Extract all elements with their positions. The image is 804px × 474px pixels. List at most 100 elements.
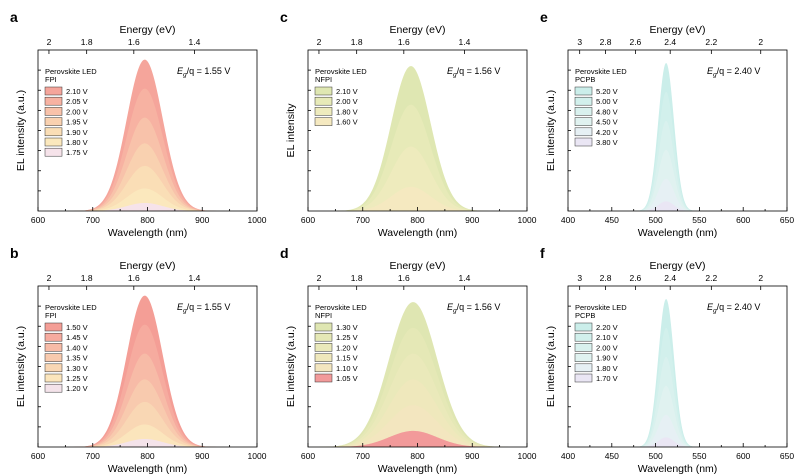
legend-swatch — [314, 373, 333, 383]
top-tick-label: 1.8 — [81, 273, 93, 283]
bandgap-value: /q = 1.56 V — [457, 66, 501, 76]
legend-label: 3.80 V — [596, 138, 618, 147]
legend-label: 1.50 V — [66, 323, 88, 332]
top-tick-label: 1.6 — [128, 37, 140, 47]
legend-label: 1.75 V — [66, 148, 88, 157]
legend-swatch — [574, 353, 593, 362]
top-axis-label: Energy (eV) — [389, 260, 445, 272]
legend-label: 1.80 V — [66, 138, 88, 147]
legend-swatch — [44, 86, 63, 96]
x-tick-label: 600 — [301, 215, 315, 225]
legend-label: 1.15 V — [336, 354, 358, 363]
x-tick-label: 800 — [140, 451, 154, 461]
x-tick-label: 900 — [195, 215, 209, 225]
top-tick-label: 2 — [758, 273, 763, 283]
legend-swatch — [314, 96, 333, 106]
legend-swatch — [44, 332, 63, 342]
legend-label: 1.95 V — [66, 118, 88, 127]
top-tick-label: 2.6 — [629, 273, 641, 283]
x-tick-label: 550 — [692, 451, 706, 461]
legend-swatch — [574, 332, 593, 342]
x-tick-label: 1000 — [248, 451, 267, 461]
legend-swatch — [44, 373, 63, 383]
legend-label: 2.00 V — [596, 343, 618, 352]
legend-label: 1.25 V — [66, 374, 88, 383]
panel-label: f — [540, 245, 545, 261]
top-tick-label: 2 — [758, 37, 763, 47]
legend-swatch — [314, 353, 333, 362]
x-tick-label: 900 — [465, 215, 479, 225]
series-area — [568, 178, 787, 211]
series-area — [308, 430, 527, 447]
legend-swatch — [574, 322, 593, 332]
x-axis-label: Wavelength (nm) — [108, 463, 188, 474]
legend-swatch — [314, 117, 333, 126]
x-axis-label: Wavelength (nm) — [638, 463, 718, 474]
x-tick-label: 600 — [31, 451, 45, 461]
y-axis-label: EL intensity (a.u.) — [545, 90, 557, 171]
bandgap-subscript: g — [453, 308, 457, 315]
top-tick-label: 3 — [577, 273, 582, 283]
x-tick-label: 600 — [736, 451, 750, 461]
series-area — [38, 165, 257, 211]
top-tick-label: 1.4 — [189, 273, 201, 283]
legend-label: 4.50 V — [596, 118, 618, 127]
legend-label: 1.30 V — [336, 323, 358, 332]
x-tick-label: 800 — [410, 215, 424, 225]
y-axis-label: EL intensity (a.u.) — [545, 326, 557, 407]
x-axis-label: Wavelength (nm) — [378, 227, 458, 239]
legend-swatch — [574, 127, 593, 137]
legend-subtitle: NFPI — [315, 75, 332, 84]
top-tick-label: 2 — [317, 273, 322, 283]
legend-label: 1.80 V — [336, 107, 358, 116]
legend-label: 4.20 V — [596, 128, 618, 137]
legend-swatch — [314, 332, 333, 342]
top-axis-label: Energy (eV) — [649, 24, 705, 36]
legend-swatch — [44, 353, 63, 362]
bandgap-value: /q = 1.56 V — [457, 302, 501, 312]
legend-label: 1.90 V — [66, 128, 88, 137]
legend-label: 1.25 V — [336, 333, 358, 342]
bandgap-annotation: Eg/q = 1.56 V — [447, 66, 500, 79]
x-tick-label: 800 — [410, 451, 424, 461]
bandgap-subscript: g — [453, 72, 457, 79]
bandgap-value: /q = 1.55 V — [187, 302, 231, 312]
bandgap-value: /q = 2.40 V — [717, 66, 761, 76]
legend-swatch — [314, 363, 333, 373]
legend-swatch — [574, 373, 593, 383]
bandgap-annotation: Eg/q = 1.56 V — [447, 302, 500, 315]
x-tick-label: 500 — [649, 451, 663, 461]
series-area — [568, 385, 787, 447]
x-tick-label: 700 — [356, 451, 370, 461]
legend-label: 2.10 V — [596, 333, 618, 342]
legend-label: 2.05 V — [66, 97, 88, 106]
y-axis-label: EL intensity — [285, 103, 297, 158]
legend-swatch — [44, 147, 63, 157]
series-area — [308, 146, 527, 211]
bandgap-subscript: g — [713, 308, 717, 315]
top-tick-label: 2 — [317, 37, 322, 47]
legend-subtitle: FPI — [45, 311, 57, 320]
legend-swatch — [314, 107, 333, 116]
panel-label: c — [280, 9, 288, 25]
top-tick-label: 3 — [577, 37, 582, 47]
y-axis-label: EL intensity (a.u.) — [285, 326, 297, 407]
legend-swatch — [44, 322, 63, 332]
x-tick-label: 900 — [465, 451, 479, 461]
top-tick-label: 2 — [47, 37, 52, 47]
legend-subtitle: PCPB — [575, 311, 595, 320]
legend-label: 1.10 V — [336, 364, 358, 373]
top-tick-label: 2.2 — [705, 273, 717, 283]
x-tick-label: 400 — [561, 215, 575, 225]
x-tick-label: 1000 — [518, 215, 537, 225]
bandgap-annotation: Eg/q = 1.55 V — [177, 66, 230, 79]
x-axis-label: Wavelength (nm) — [378, 463, 458, 474]
legend-label: 2.20 V — [596, 323, 618, 332]
legend-label: 1.20 V — [66, 384, 88, 393]
top-tick-label: 2.4 — [664, 37, 676, 47]
panel-label: d — [280, 245, 289, 261]
x-axis-label: Wavelength (nm) — [638, 227, 718, 239]
legend-swatch — [574, 343, 593, 352]
top-tick-label: 1.4 — [189, 37, 201, 47]
legend-label: 1.45 V — [66, 333, 88, 342]
